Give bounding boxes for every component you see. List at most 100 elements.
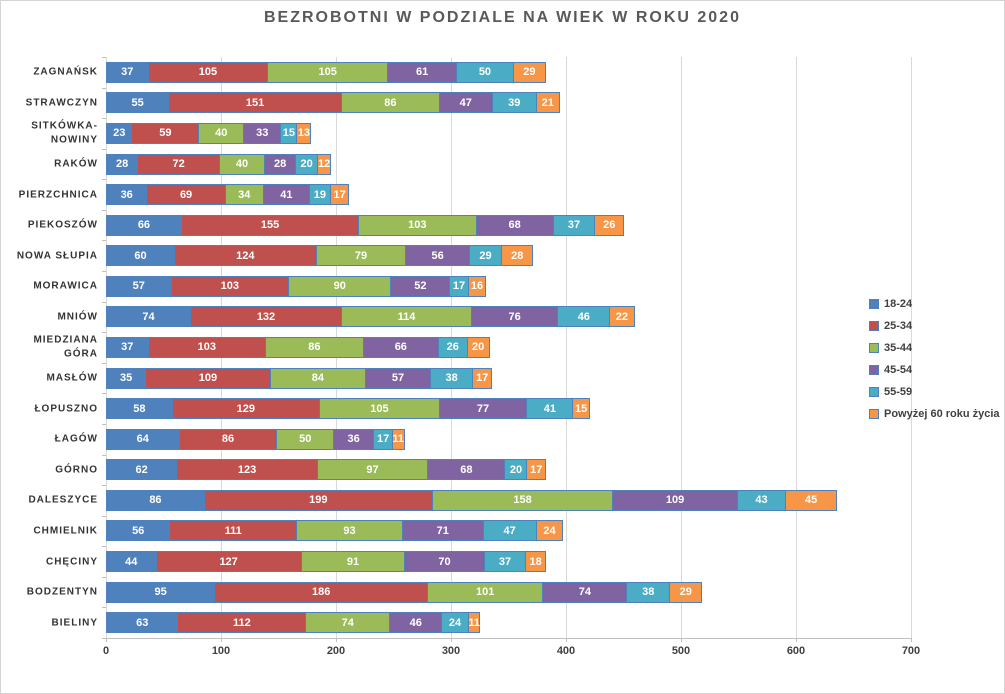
category-axis-tick xyxy=(102,485,106,487)
bar-value-label: 61 xyxy=(415,66,429,79)
category-label: PIEKOSZÓW xyxy=(27,219,98,231)
bar-segment: 111 xyxy=(169,520,298,542)
bar-row: CHMIELNIK 56 111 93 71 47 24 xyxy=(1,516,1004,547)
bar-value-label: 40 xyxy=(215,127,228,140)
bar-segment: 37 xyxy=(106,61,149,83)
bar-value-label: 91 xyxy=(346,555,360,568)
bar-segment: 50 xyxy=(456,61,514,83)
bar-value-label: 132 xyxy=(256,310,276,323)
bar-segment: 37 xyxy=(552,214,596,236)
bar-value-label: 62 xyxy=(135,463,148,476)
bar-value-label: 17 xyxy=(333,188,346,201)
bar-value-label: 37 xyxy=(121,66,134,79)
bar-value-label: 124 xyxy=(236,249,255,262)
bar-segment: 23 xyxy=(106,122,133,144)
bar-value-label: 127 xyxy=(219,555,238,568)
bar-segment: 66 xyxy=(106,214,182,236)
bar-segment: 18 xyxy=(525,551,547,573)
legend-item: Powyżej 60 roku życia xyxy=(869,408,1000,420)
bar-value-label: 23 xyxy=(113,127,126,140)
x-axis-tick xyxy=(566,638,567,642)
bar-segment: 17 xyxy=(329,184,350,206)
legend-swatch xyxy=(869,365,879,375)
legend-item: 35-44 xyxy=(869,342,1000,354)
legend-item: 18-24 xyxy=(869,298,1000,310)
legend-label: 18-24 xyxy=(884,298,913,310)
category-label: CHĘCINY xyxy=(45,555,98,567)
bar-segment: 74 xyxy=(106,306,192,328)
bar-segment: 70 xyxy=(404,551,485,573)
bar-segment: 20 xyxy=(504,459,528,481)
bar-segment: 29 xyxy=(669,581,703,603)
category-label: ŁOPUSZNO xyxy=(34,402,98,414)
bar-value-label: 28 xyxy=(511,249,524,262)
bar-segment: 40 xyxy=(198,122,245,144)
x-axis-label: 700 xyxy=(901,645,921,657)
category-axis-tick xyxy=(102,393,106,395)
bar-segment: 186 xyxy=(214,581,429,603)
category-axis-tick xyxy=(102,423,106,425)
bar-segment: 22 xyxy=(609,306,635,328)
bar-value-label: 44 xyxy=(125,555,138,568)
bar-segment: 37 xyxy=(483,551,527,573)
bar-row: CHĘCINY 44 127 91 70 37 18 xyxy=(1,546,1004,577)
category-label: PIERZCHNICA xyxy=(18,188,98,200)
gridline xyxy=(911,57,912,638)
x-axis-line xyxy=(102,638,911,639)
bar-segment: 112 xyxy=(177,612,307,634)
bar-segment: 77 xyxy=(438,398,528,420)
stacked-bar: 95 186 101 74 38 29 xyxy=(106,581,703,603)
bar-segment: 37 xyxy=(106,336,149,358)
bar-value-label: 112 xyxy=(232,616,251,629)
category-label: SITKÓWKA-NOWINY xyxy=(31,120,98,146)
bar-value-label: 111 xyxy=(224,524,242,537)
stacked-bar: 28 72 40 28 20 12 xyxy=(106,153,331,175)
bar-value-label: 47 xyxy=(459,96,472,109)
bar-value-label: 17 xyxy=(377,433,390,446)
bar-value-label: 16 xyxy=(470,280,484,293)
bar-segment: 38 xyxy=(429,367,474,389)
bar-value-label: 103 xyxy=(408,219,427,232)
bar-segment: 57 xyxy=(365,367,431,389)
bar-value-label: 90 xyxy=(333,280,346,293)
legend-item: 25-34 xyxy=(869,320,1000,332)
bar-segment: 129 xyxy=(171,398,321,420)
bar-segment: 15 xyxy=(280,122,298,144)
bar-value-label: 63 xyxy=(136,616,149,629)
bar-segment: 26 xyxy=(437,336,468,358)
bar-segment: 19 xyxy=(308,184,331,206)
x-axis-label: 300 xyxy=(441,645,461,657)
bar-segment: 39 xyxy=(491,92,537,114)
bar-value-label: 45 xyxy=(804,494,818,507)
bar-value-label: 13 xyxy=(297,127,311,140)
category-axis-tick xyxy=(102,179,106,181)
bar-value-label: 109 xyxy=(198,372,218,385)
bar-value-label: 103 xyxy=(197,341,216,354)
bar-value-label: 28 xyxy=(273,158,287,171)
category-axis-tick xyxy=(102,607,106,609)
bar-segment: 20 xyxy=(466,336,490,358)
bar-value-label: 79 xyxy=(354,249,368,262)
bar-value-label: 105 xyxy=(318,66,337,79)
bar-row: RAKÓW 28 72 40 28 20 12 xyxy=(1,149,1004,180)
bar-segment: 123 xyxy=(176,459,318,481)
bar-segment: 74 xyxy=(305,612,391,634)
stacked-bar: 74 132 114 76 46 22 xyxy=(106,306,635,328)
bar-segment: 15 xyxy=(572,398,590,420)
bar-value-label: 15 xyxy=(574,402,588,415)
category-label: ŁAGÓW xyxy=(54,433,98,445)
gridline xyxy=(796,57,797,638)
bar-value-label: 66 xyxy=(394,341,407,354)
bar-value-label: 72 xyxy=(172,158,185,171)
bar-value-label: 26 xyxy=(446,341,459,354)
category-axis-tick xyxy=(102,148,106,150)
bar-segment: 56 xyxy=(405,245,470,267)
bar-value-label: 29 xyxy=(523,66,536,79)
bar-segment: 28 xyxy=(106,153,139,175)
bar-value-label: 105 xyxy=(370,402,389,415)
bar-segment: 68 xyxy=(475,214,554,236)
legend-swatch xyxy=(869,299,879,309)
legend-label: Powyżej 60 roku życia xyxy=(884,408,1000,420)
bar-value-label: 129 xyxy=(236,402,256,415)
